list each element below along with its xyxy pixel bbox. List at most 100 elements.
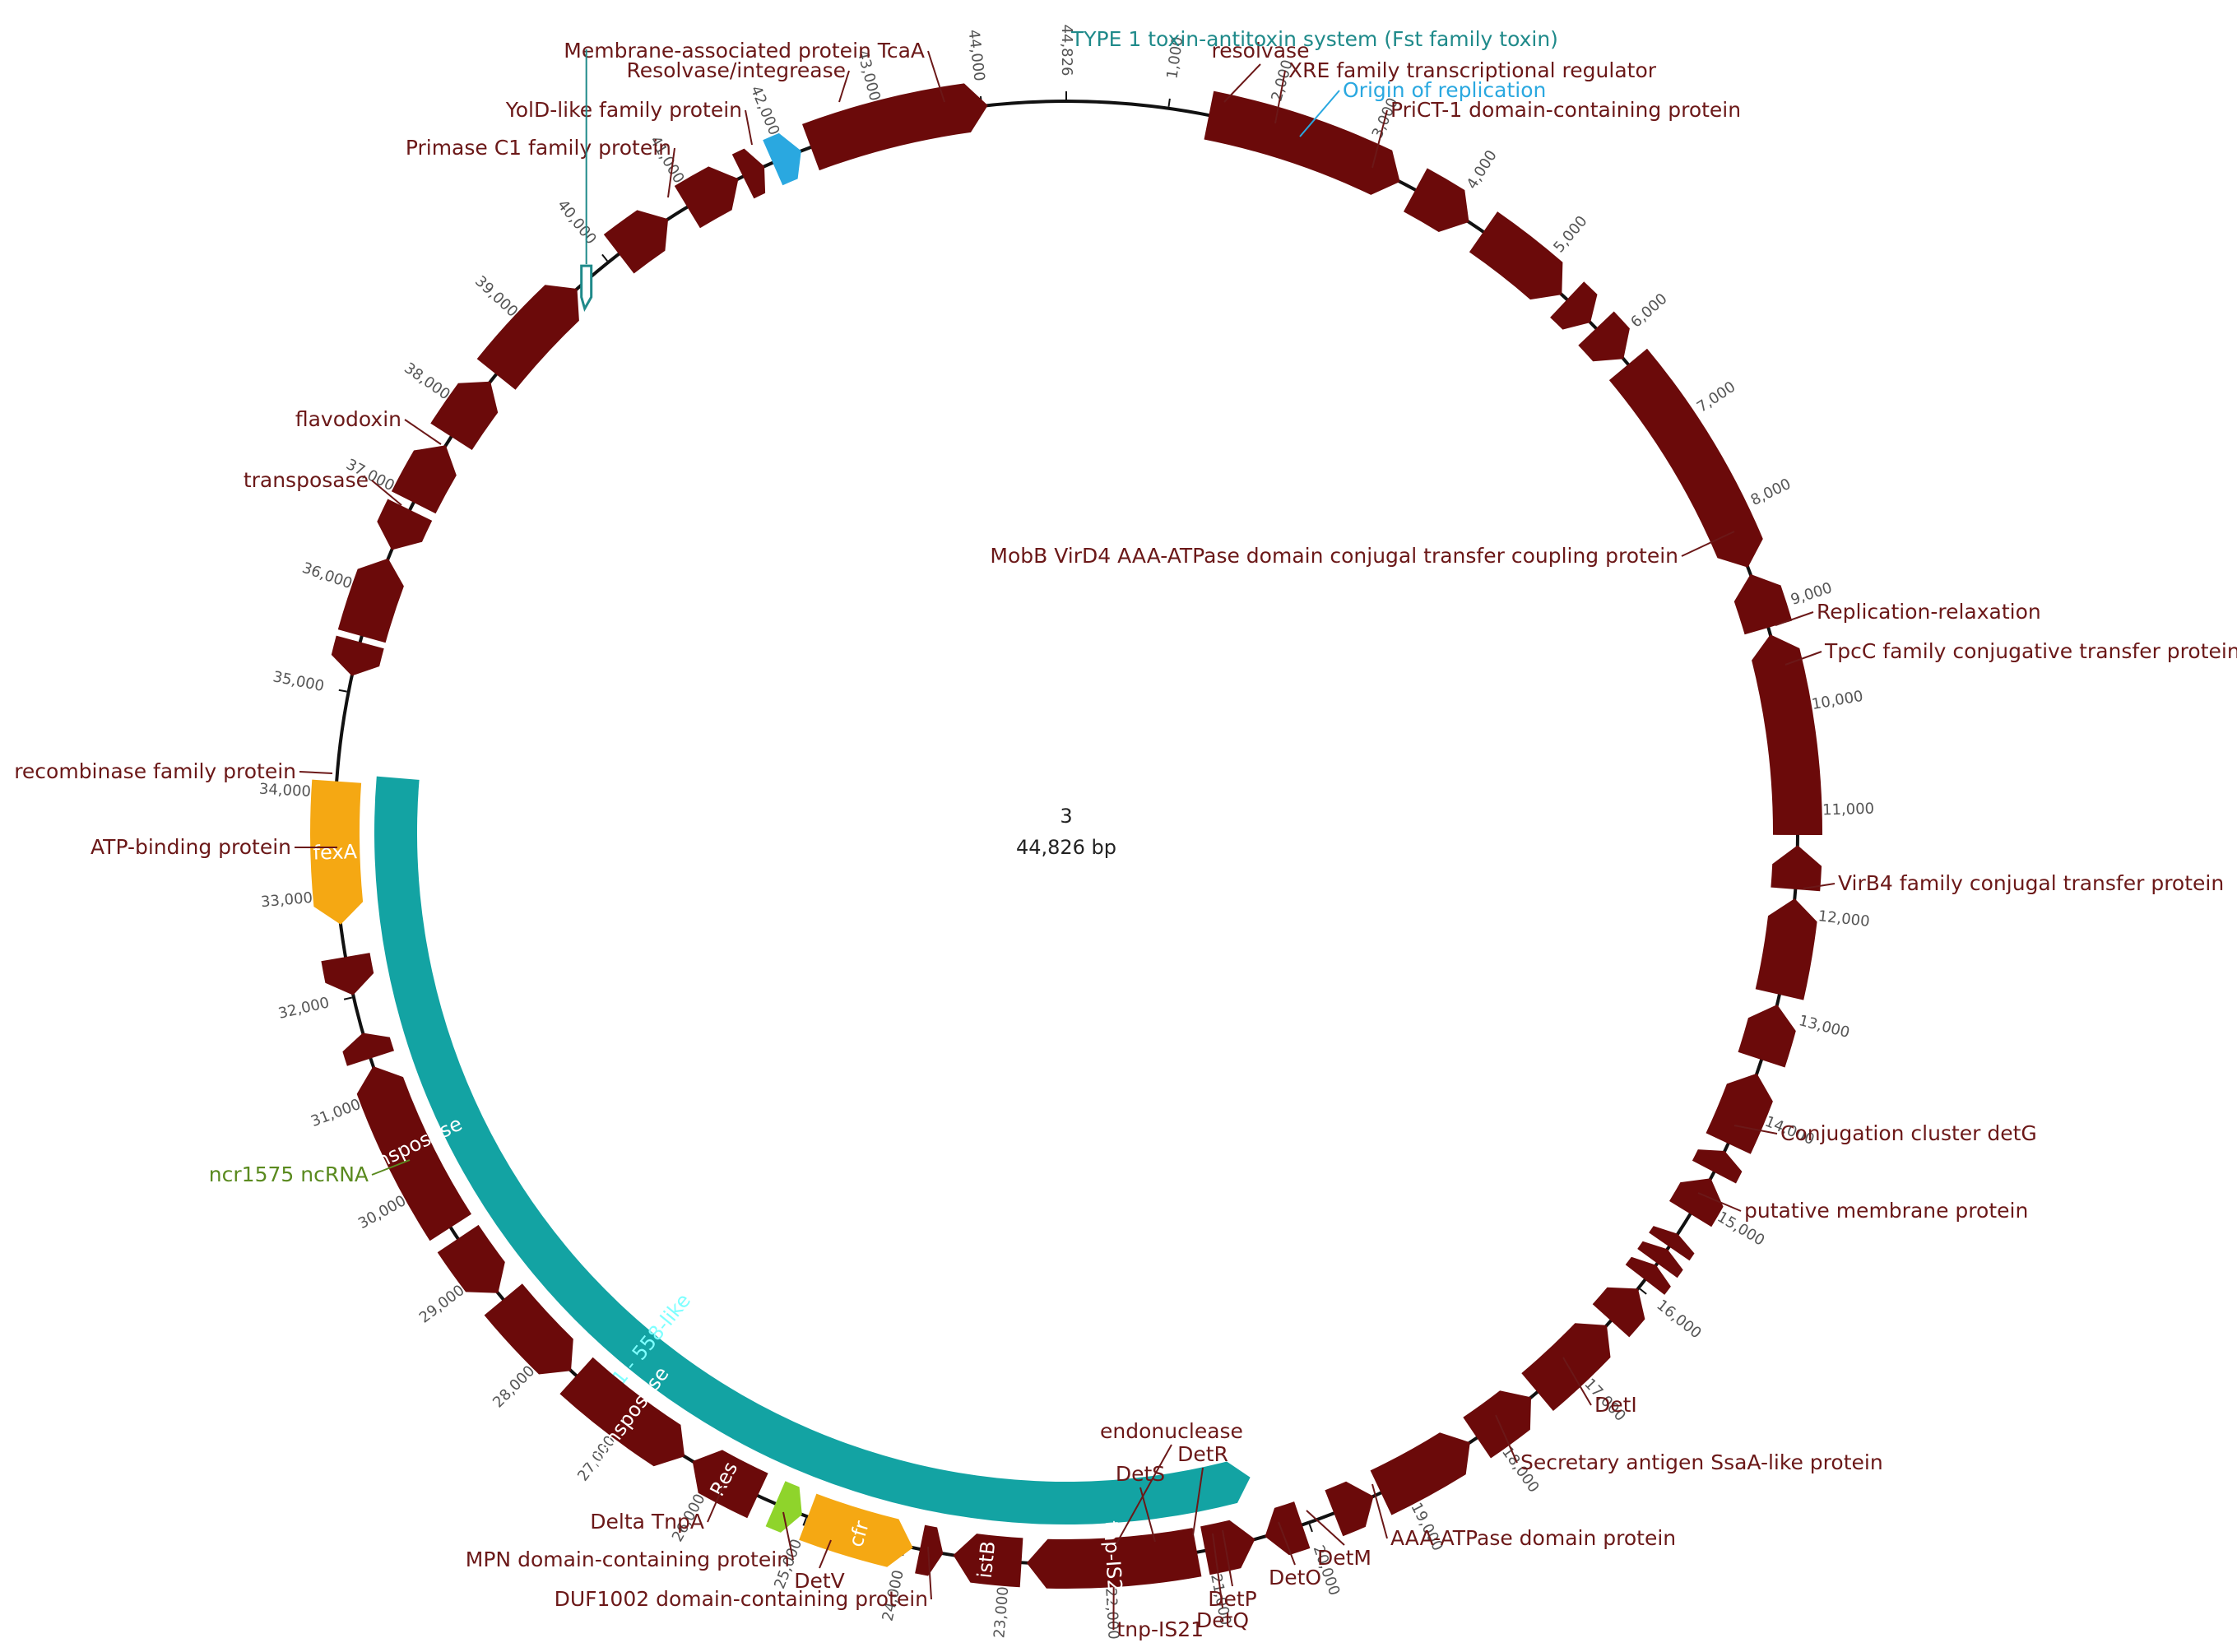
feature-label-mobb[interactable]: MobB VirD4 AAA-ATPase domain conjugal tr… [990,544,1678,568]
feature-arrow[interactable] [476,285,579,390]
feature-deto[interactable] [1669,1178,1724,1227]
feature-label-endo[interactable]: endonuclease [1100,1419,1243,1443]
feature-label-deltatnpa[interactable]: Delta TnpA [590,1510,704,1534]
feature-primase[interactable] [331,635,384,676]
feature-flavodoxin[interactable] [321,953,374,995]
feature-label-prict[interactable]: PriCT-1 domain-containing protein [1390,98,1741,122]
feature-arrow[interactable] [430,381,499,450]
feature-arrow[interactable] [377,499,433,550]
feature-arrow[interactable] [1692,1149,1743,1184]
feature-arrow[interactable] [1325,1481,1374,1537]
feature-resolvase[interactable] [674,166,739,229]
feature-arrow[interactable] [1200,1520,1255,1575]
feature-transposase_s[interactable] [342,1032,394,1066]
feature-detv[interactable] [1325,1481,1374,1537]
feature-deti[interactable] [1771,845,1822,892]
feature-label-detm[interactable]: DetM [1317,1546,1371,1570]
feature-label-tcaa[interactable]: Membrane-associated protein TcaA [564,39,925,63]
feature-arrow[interactable] [391,445,457,514]
feature-arrow[interactable] [331,635,384,676]
feature-reprelax[interactable] [1404,168,1469,232]
feature-arrow[interactable] [1608,348,1763,568]
feature-arrow[interactable] [437,1224,505,1293]
feature-arrow[interactable] [674,166,739,229]
feature-duf[interactable] [1370,1432,1470,1515]
feature-putmem[interactable] [1752,634,1823,835]
feature-detq[interactable] [1637,1241,1683,1278]
feature-arrow[interactable] [1204,90,1400,195]
toxin-marker[interactable] [580,264,593,312]
feature-label-primase[interactable]: Primase C1 family protein [406,136,671,160]
feature-arrow[interactable] [1592,1287,1645,1338]
feature-deltatnpa[interactable] [1200,1520,1255,1575]
feature-label-detg[interactable]: Conjugation cluster detG [1780,1121,2037,1145]
feature-label-deto[interactable]: DetO [1269,1566,1321,1589]
feature-istb[interactable]: istB [953,1534,1023,1588]
feature-arrow[interactable] [559,1357,685,1467]
feature-label-detr[interactable]: DetR [1177,1442,1228,1466]
mobile-element-is21-arc[interactable] [374,776,1251,1525]
feature-label-flavodoxin[interactable]: flavodoxin [295,407,401,431]
feature-label-aaa[interactable]: AAA-ATPase domain protein [1390,1526,1676,1550]
feature-detg[interactable] [1733,573,1793,635]
feature-u6[interactable] [391,445,457,514]
feature-u1[interactable] [1550,281,1598,330]
feature-label-ncr[interactable]: ncr1575 ncRNA [209,1162,369,1186]
feature-arrow[interactable] [1771,845,1822,892]
feature-label-deti[interactable]: DetI [1594,1393,1637,1417]
feature-arrow[interactable] [1637,1241,1683,1278]
feature-transposase2[interactable]: Transposase [559,1357,685,1474]
feature-label-tpcc[interactable]: TpcC family conjugative transfer protein [1824,639,2237,663]
feature-u7[interactable] [476,285,579,390]
feature-arrow[interactable] [1521,1323,1611,1411]
feature-arrow[interactable] [1733,573,1793,635]
feature-res[interactable]: Res [692,1450,768,1519]
feature-arrow[interactable] [603,210,669,274]
feature-label-recomb[interactable]: recombinase family protein [14,759,296,783]
feature-endo[interactable] [1521,1323,1611,1411]
feature-prict[interactable] [802,83,988,171]
feature-arrow[interactable] [731,148,766,199]
feature-label-ori[interactable]: Origin of replication [1343,78,1546,102]
feature-arrow[interactable] [953,1534,1023,1588]
feature-label-putmem[interactable]: putative membrane protein [1744,1199,2028,1223]
feature-atpbind[interactable] [484,1283,573,1375]
feature-arrow[interactable] [484,1283,573,1375]
feature-label-detp[interactable]: DetP [1208,1587,1257,1611]
feature-arrow[interactable] [763,132,801,186]
feature-label-resolvase[interactable]: resolvase [1212,39,1310,63]
feature-arrow[interactable] [1755,898,1817,1000]
feature-resint[interactable] [377,499,433,550]
feature-u2[interactable] [1578,311,1630,362]
feature-label-virb4[interactable]: VirB4 family conjugal transfer protein [1838,871,2224,895]
feature-arrow[interactable] [1669,1178,1724,1227]
feature-cfr[interactable]: cfr [799,1493,913,1567]
feature-fexa[interactable]: fexA [310,779,364,925]
feature-u8[interactable] [603,210,669,274]
feature-arrow[interactable] [1752,634,1823,835]
feature-label-mpn[interactable]: MPN domain-containing protein [466,1548,790,1571]
feature-arrow[interactable] [1625,1256,1671,1295]
feature-arrow[interactable] [1578,311,1630,362]
feature-arrow[interactable] [1463,1390,1531,1459]
feature-toxin[interactable]: TYPE 1 toxin-antitoxin system (Fst famil… [580,27,1558,312]
feature-label-yoid[interactable]: YolD-like family protein [505,98,742,122]
feature-arrow[interactable] [1738,1005,1796,1068]
feature-ori[interactable] [763,132,801,186]
feature-tcaa[interactable] [430,381,499,450]
feature-dets[interactable] [1592,1287,1645,1338]
feature-ncr[interactable] [765,1481,802,1533]
feature-label-ssaa[interactable]: Secretary antigen SsaA-like protein [1520,1450,1883,1474]
feature-label-duf[interactable]: DUF1002 domain-containing protein [555,1587,928,1611]
feature-arrow[interactable] [1370,1432,1470,1515]
feature-label-detq[interactable]: DetQ [1196,1608,1249,1632]
feature-label-atpbind[interactable]: ATP-binding protein [91,835,291,859]
feature-label-xre[interactable]: XRE family transcriptional regulator [1288,58,1657,82]
feature-u3[interactable] [1738,1005,1796,1068]
feature-ssaa[interactable] [1755,898,1817,1000]
feature-arrow[interactable] [1026,1528,1202,1589]
feature-detm[interactable] [1692,1149,1743,1184]
feature-arrow[interactable] [1706,1073,1773,1154]
feature-virb4[interactable] [1608,348,1763,568]
feature-arrow[interactable] [321,953,374,995]
